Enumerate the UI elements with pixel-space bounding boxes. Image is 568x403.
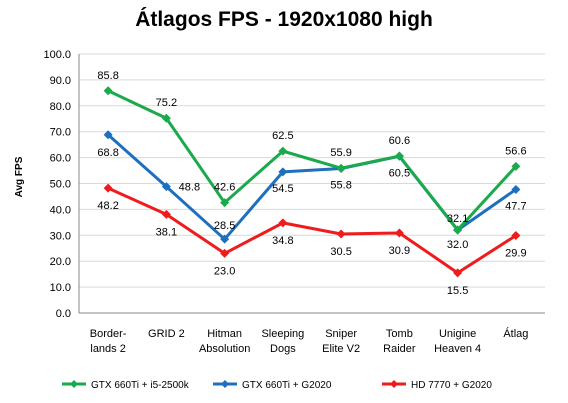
data-label: 28.5 <box>214 220 235 232</box>
data-label: 15.5 <box>447 285 468 297</box>
series-line <box>107 186 517 275</box>
data-label: 68.8 <box>97 147 118 159</box>
data-point <box>161 182 171 192</box>
y-tick-label: 100.0 <box>43 49 71 61</box>
data-label: 38.1 <box>156 226 177 238</box>
data-point <box>103 86 113 96</box>
x-tick-label: Heaven 4 <box>434 343 481 355</box>
y-tick-label: 80.0 <box>50 101 71 113</box>
y-tick-label: 90.0 <box>50 75 71 87</box>
y-tick-label: 40.0 <box>50 204 71 216</box>
x-tick-label: Sniper <box>325 328 357 340</box>
data-label: 60.5 <box>389 167 410 179</box>
data-point <box>103 130 113 140</box>
data-label: 48.2 <box>97 200 118 212</box>
data-label: 30.5 <box>330 246 351 258</box>
x-tick-label: Tomb <box>386 328 413 340</box>
data-point <box>511 161 521 171</box>
data-point <box>453 225 463 235</box>
data-label: 55.8 <box>330 179 351 191</box>
y-tick-label: 0.0 <box>56 308 71 320</box>
chart-title: Átlagos FPS - 1920x1080 high <box>135 8 433 31</box>
data-label: 23.0 <box>214 265 235 277</box>
data-point <box>220 248 230 258</box>
data-label: 29.9 <box>505 248 526 260</box>
legend-label: GTX 660Ti + G2020 <box>242 380 332 391</box>
x-tick-label: Dogs <box>270 343 296 355</box>
legend-marker <box>70 380 78 388</box>
data-point <box>453 268 463 278</box>
data-label: 54.5 <box>272 183 293 195</box>
data-point <box>511 231 521 241</box>
data-point <box>278 146 288 156</box>
data-point <box>103 183 113 193</box>
y-tick-label: 30.0 <box>50 230 71 242</box>
data-label: 47.7 <box>505 200 526 212</box>
x-tick-label: Hitman <box>207 328 242 340</box>
x-tick-label: Raider <box>383 343 416 355</box>
x-tick-label: lands 2 <box>90 343 125 355</box>
legend-marker <box>221 380 229 388</box>
data-point <box>220 234 230 244</box>
x-tick-label: Sleeping <box>261 328 304 340</box>
data-label: 60.6 <box>389 135 410 147</box>
data-label: 85.8 <box>97 70 118 82</box>
data-label: 32.1 <box>447 213 468 225</box>
y-tick-label: 20.0 <box>50 256 71 268</box>
data-label: 42.6 <box>214 182 235 194</box>
data-label: 62.5 <box>272 130 293 142</box>
data-label: 34.8 <box>272 235 293 247</box>
data-label: 75.2 <box>156 97 177 109</box>
data-label: 30.9 <box>389 245 410 257</box>
data-label: 48.8 <box>179 182 200 194</box>
data-point <box>220 198 230 208</box>
data-point <box>336 163 346 173</box>
x-tick-label: Elite V2 <box>322 343 360 355</box>
y-tick-label: 50.0 <box>50 179 71 191</box>
x-tick-label: GRID 2 <box>148 328 185 340</box>
y-tick-label: 60.0 <box>50 153 71 165</box>
data-point <box>278 218 288 228</box>
data-point <box>394 228 404 238</box>
series-line <box>107 89 517 232</box>
x-tick-label: Átlag <box>503 327 528 340</box>
x-tick-label: Unigine <box>439 328 476 340</box>
legend-label: GTX 660Ti + i5-2500k <box>91 380 190 391</box>
data-label: 32.0 <box>447 239 468 251</box>
y-tick-label: 10.0 <box>50 282 71 294</box>
y-tick-label: 70.0 <box>50 127 71 139</box>
data-point <box>161 209 171 219</box>
data-point <box>161 113 171 123</box>
data-point <box>394 151 404 161</box>
data-point <box>336 229 346 239</box>
data-label: 55.9 <box>330 147 351 159</box>
x-tick-label: Border- <box>90 328 127 340</box>
legend-label: HD 7770 + G2020 <box>411 380 492 391</box>
x-tick-label: Absolution <box>199 343 250 355</box>
data-label: 56.6 <box>505 145 526 157</box>
data-point <box>278 167 288 177</box>
data-point <box>511 184 521 194</box>
legend-marker <box>390 380 398 388</box>
